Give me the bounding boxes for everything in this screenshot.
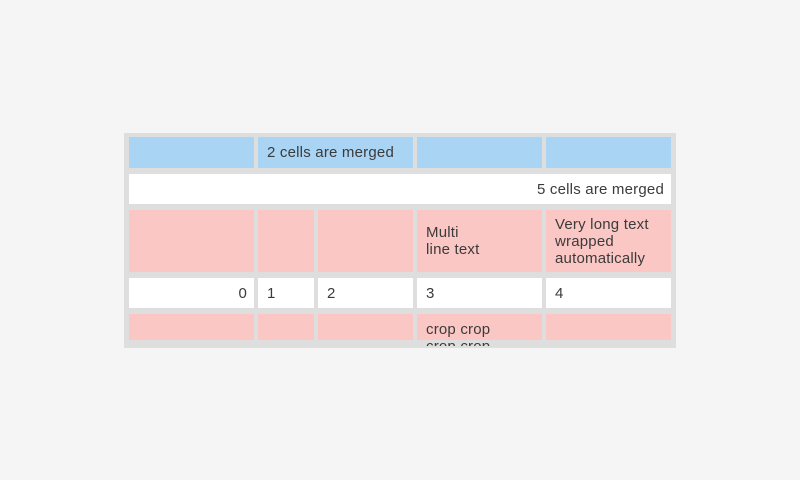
table-row-full-merge: 5 cells are merged [129,174,671,204]
header-cell-5[interactable] [546,137,671,168]
multiline-cell-3[interactable] [318,210,413,272]
multiline-cell-2[interactable] [258,210,314,272]
number-cell-3[interactable]: 3 [417,278,542,308]
crop-cell-1[interactable] [129,314,254,340]
multiline-cell-4[interactable]: Multi line text [417,210,542,272]
crop-cell-text: crop crop crop crop [426,321,491,346]
crop-cell-2[interactable] [258,314,314,340]
merged-cell-1-5[interactable]: 5 cells are merged [129,174,671,204]
number-cell-1[interactable]: 1 [258,278,314,308]
table-row-numbers: 0 1 2 3 4 [129,278,671,308]
table-content: 2 cells are merged 5 cells are merged Mu… [129,137,671,346]
header-cell-1[interactable] [129,137,254,168]
table-row-multiline: Multi line text Very long text wrapped a… [129,210,671,272]
multiline-cell-5[interactable]: Very long text wrapped automatically [546,210,671,272]
table-row-crop: crop crop crop crop [129,314,671,346]
crop-cell-4[interactable]: crop crop crop crop [417,314,542,346]
crop-cell-3[interactable] [318,314,413,340]
number-cell-0[interactable]: 0 [129,278,254,308]
header-cell-2-3-merged[interactable]: 2 cells are merged [258,137,413,168]
table-widget: 2 cells are merged 5 cells are merged Mu… [124,133,676,348]
table-row-header: 2 cells are merged [129,137,671,168]
number-cell-2[interactable]: 2 [318,278,413,308]
multiline-cell-1[interactable] [129,210,254,272]
header-cell-4[interactable] [417,137,542,168]
crop-cell-5[interactable] [546,314,671,340]
number-cell-4[interactable]: 4 [546,278,671,308]
